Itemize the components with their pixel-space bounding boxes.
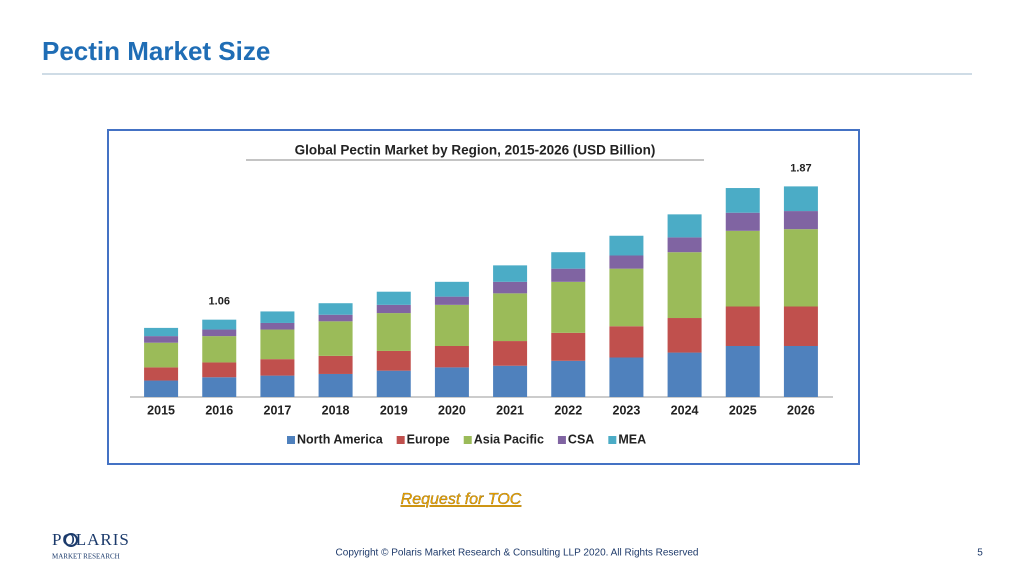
bar-segment [260,322,295,330]
bar-segment [725,345,760,397]
bar-segment [202,377,237,397]
bar-segment [609,326,644,358]
x-tick-label: 2023 [613,403,641,417]
logo-name: POLARIS [52,530,130,549]
bar-segment [551,360,586,397]
bar-segment [551,252,586,269]
bar-segment [493,365,528,397]
legend-swatch [557,436,566,444]
bar-segment [667,252,702,319]
bar-segment [609,235,644,256]
bar-segment [318,373,353,397]
bar-segment [318,303,353,315]
x-tick-label: 2022 [554,403,582,417]
legend-label: North America [297,432,384,446]
bar-segment [260,375,295,397]
legend-swatch [396,436,405,444]
bar-segment [376,370,411,397]
bar-segment [783,186,818,212]
bar-segment [434,281,469,297]
x-tick-label: 2016 [205,403,233,417]
bar-segment [725,188,760,213]
legend-swatch [463,436,472,444]
toc-link[interactable]: Request for TOC [401,491,522,508]
bar-segment [725,230,760,307]
bar-segment [318,321,353,356]
bar-segment [667,214,702,238]
bar-segment [551,268,586,282]
bar-segment [144,380,179,397]
bar-segment [376,313,411,351]
bar-segment [376,304,411,314]
bar-segment [783,306,818,346]
total-label: 1.87 [790,162,811,174]
logo-tagline: MARKET RESEARCH [52,553,120,561]
bar-segment [783,345,818,397]
bar-segment [260,359,295,376]
x-tick-label: 2024 [671,403,699,417]
bar-segment [609,268,644,327]
bar-segment [667,237,702,253]
logo-mark [64,533,78,547]
x-tick-label: 2018 [322,403,350,417]
x-tick-label: 2017 [264,403,292,417]
bar-segment [376,291,411,305]
bar-segment [667,318,702,353]
x-tick-label: 2015 [147,403,175,417]
bar-segment [667,352,702,397]
bar-segment [144,327,179,337]
bar-segment [493,265,528,282]
bar-segment [783,229,818,307]
x-tick-label: 2021 [496,403,524,417]
bar-segment [609,255,644,269]
bar-segment [493,281,528,294]
page-number: 5 [977,548,983,559]
bar-segment [376,350,411,371]
bar-segment [493,341,528,366]
copyright: Copyright © Polaris Market Research & Co… [336,548,699,559]
bar-segment [202,362,237,378]
bar-segment [144,342,179,368]
x-tick-label: 2025 [729,403,757,417]
bar-segment [144,336,179,343]
bar-segment [260,311,295,323]
legend-label: Europe [407,432,450,446]
legend-label: MEA [618,432,646,446]
bar-segment [202,319,237,330]
bar-segment [493,293,528,342]
bar-segment [551,281,586,333]
x-tick-label: 2026 [787,403,815,417]
bar-segment [609,357,644,397]
bar-segment [434,367,469,397]
slide-title: Pectin Market Size [42,36,270,66]
bar-segment [725,212,760,231]
chart-title: Global Pectin Market by Region, 2015-202… [295,143,656,158]
bar-segment [144,367,179,381]
bar-segment [260,329,295,360]
legend-label: Asia Pacific [474,432,544,446]
total-label: 1.06 [209,296,230,308]
legend-swatch [287,436,295,444]
bar-segment [434,304,469,346]
bar-segment [202,336,237,363]
bar-segment [551,332,586,361]
bar-segment [434,296,469,305]
legend-swatch [608,436,617,444]
x-tick-label: 2020 [438,403,466,417]
bar-segment [318,355,353,374]
legend-label: CSA [568,432,594,446]
bar-segment [318,314,353,322]
bar-segment [783,211,818,230]
bar-segment [434,345,469,368]
bar-segment [202,329,237,337]
bar-segment [725,306,760,346]
x-tick-label: 2019 [380,403,408,417]
